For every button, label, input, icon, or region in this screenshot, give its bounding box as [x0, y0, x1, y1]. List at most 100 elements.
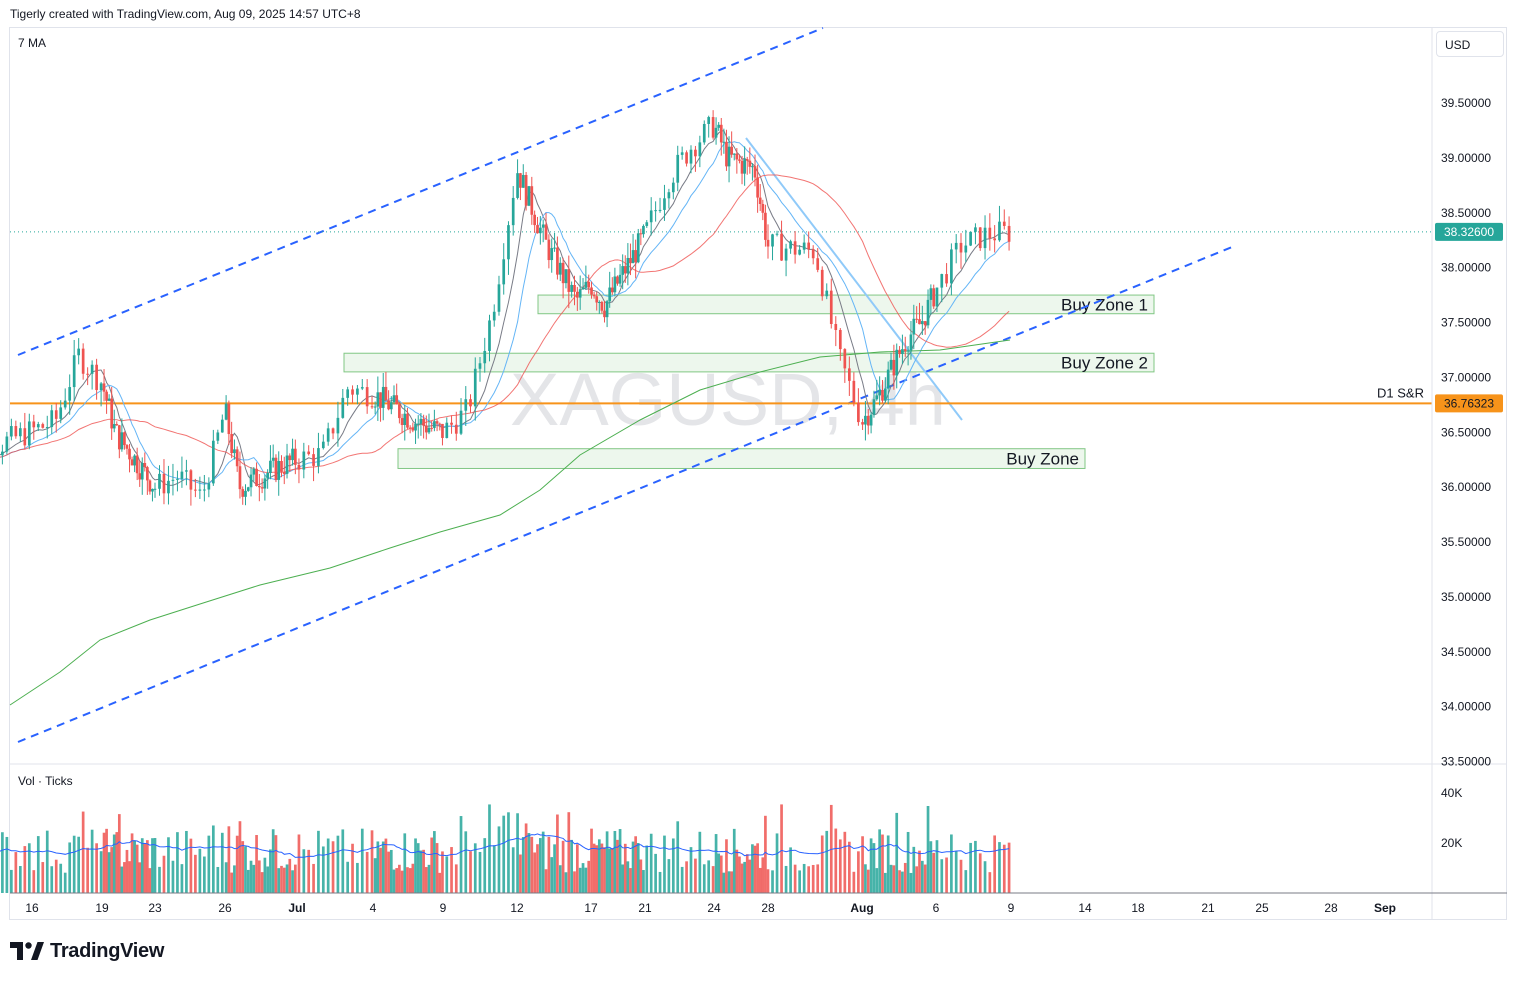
volume-bar [81, 811, 85, 893]
candle-body [538, 227, 542, 234]
chart-header: Tigerly created with TradingView.com, Au… [10, 7, 361, 21]
volume-bar [811, 864, 815, 893]
candle-body [376, 392, 380, 407]
candle-body [852, 380, 856, 403]
candle-body [220, 419, 224, 433]
volume-bar [978, 853, 982, 893]
volume-bar [387, 851, 390, 893]
volume-bar [403, 833, 407, 893]
volume-bar [255, 835, 258, 893]
volume-bar [676, 821, 680, 893]
ma-200-line[interactable] [9, 339, 1011, 706]
volume-bar [920, 860, 924, 893]
volume-bar [63, 872, 67, 893]
ma-mid-line[interactable] [0, 141, 1010, 485]
volume-bar [906, 831, 910, 893]
candle-body [544, 224, 548, 240]
volume-bar [918, 850, 921, 893]
volume-bar [411, 863, 415, 893]
volume-bar [570, 839, 573, 893]
volume-bar [793, 864, 797, 893]
candle-body [244, 490, 247, 497]
volume-bar [291, 870, 294, 893]
volume-bar [595, 845, 599, 893]
candle-body [519, 173, 522, 188]
volume-bar [507, 812, 510, 893]
volume-bar [220, 832, 224, 893]
candle-body [838, 329, 842, 350]
candle-body [654, 210, 657, 212]
channel-lower-line[interactable] [17, 246, 1233, 743]
volume-bar [698, 831, 702, 893]
time-tick-label: 19 [95, 901, 109, 915]
candle-body [105, 391, 108, 401]
candle-body [553, 247, 556, 249]
candle-body [356, 388, 359, 395]
ma-indicator-label[interactable]: 7 MA [18, 36, 47, 50]
buy-zone-box[interactable] [537, 294, 1155, 315]
volume-indicator-label[interactable]: Vol · Ticks [18, 774, 73, 788]
volume-bar [616, 839, 619, 893]
candle-body [764, 212, 767, 240]
candle-body [282, 471, 286, 474]
candle-body [743, 159, 746, 174]
volume-bar [257, 860, 261, 893]
support-resistance-value: 36.76323 [1444, 396, 1494, 410]
candle-body [227, 403, 231, 435]
candle-body [964, 245, 968, 253]
candle-body [379, 392, 382, 408]
ma-slow-line[interactable] [0, 174, 1010, 474]
volume-bar [312, 863, 315, 893]
candle-body [411, 427, 415, 431]
candle-body [441, 423, 444, 438]
buy-zone-box[interactable] [343, 352, 1155, 373]
volume-bar [993, 835, 996, 893]
candle-body [732, 153, 736, 155]
candle-body [450, 422, 453, 425]
candle-body [158, 473, 161, 489]
volume-bar [445, 856, 449, 893]
channel-upper-line[interactable] [17, 27, 824, 356]
candle-body [128, 448, 131, 460]
candle-body [811, 249, 815, 259]
volume-bar [203, 856, 206, 893]
candle-body [291, 448, 294, 461]
candle-body [793, 241, 797, 255]
downtrend-line[interactable] [745, 137, 963, 421]
volume-bar [450, 847, 453, 893]
support-resistance-badge [1435, 394, 1503, 413]
candle-body [148, 480, 152, 492]
volume-bar [230, 872, 233, 893]
buy-zone-box[interactable] [397, 448, 1086, 469]
candle-body [829, 290, 833, 325]
volume-bar [317, 830, 320, 893]
currency-selector[interactable]: USD [1436, 31, 1504, 57]
volume-bar [740, 863, 744, 893]
candle-body [645, 222, 649, 226]
volume-bar [224, 862, 228, 893]
volume-bar [422, 849, 425, 893]
volume-bar [685, 861, 688, 893]
volume-bar [356, 862, 359, 893]
candle-body [143, 462, 147, 468]
volume-bar [654, 853, 657, 893]
volume-bar [285, 864, 289, 893]
volume-bar [784, 865, 788, 893]
candle-body [923, 321, 927, 326]
time-tick-label: 12 [510, 901, 524, 915]
volume-bar [274, 835, 278, 893]
candle-body [384, 386, 388, 401]
volume-bar [745, 854, 749, 893]
volume-bar [140, 838, 144, 893]
candle-body [422, 418, 425, 426]
tradingview-logo[interactable]: TradingView [10, 938, 164, 964]
candle-body [636, 233, 640, 263]
candle-body [293, 448, 297, 465]
candle-body [321, 441, 325, 449]
volume-bar [110, 847, 114, 893]
volume-bar [373, 858, 377, 893]
candle-body [881, 389, 884, 401]
candle-body [945, 274, 948, 284]
volume-bar [288, 858, 292, 893]
